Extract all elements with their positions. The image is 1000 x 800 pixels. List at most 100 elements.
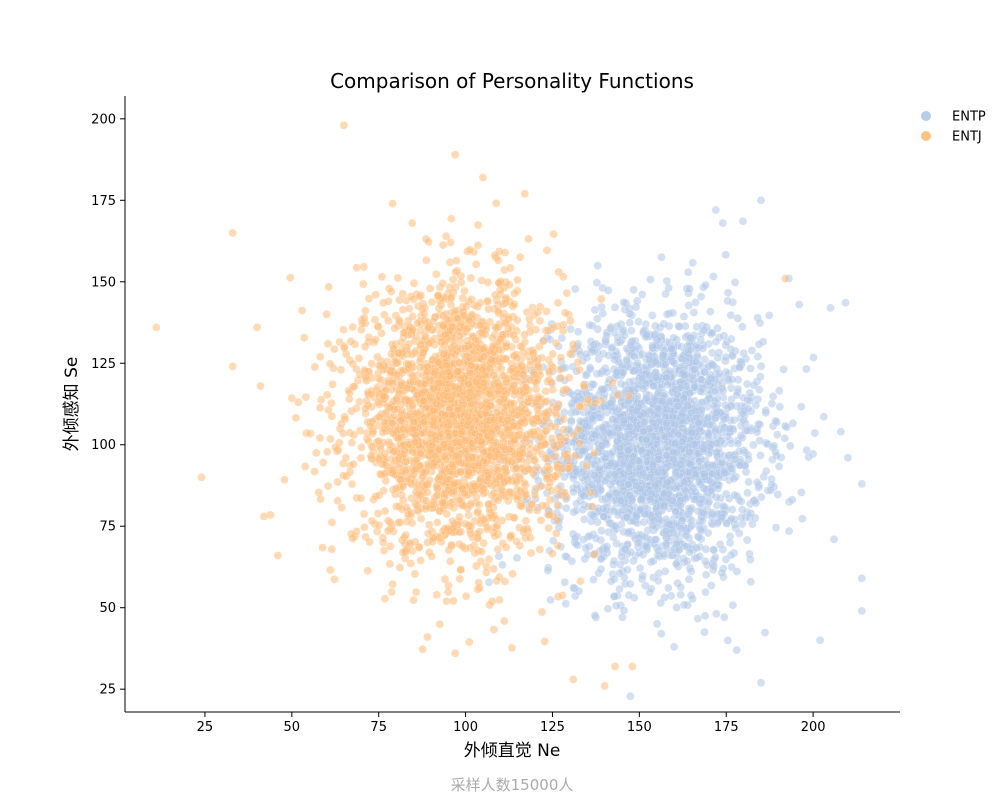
scatter-point (642, 542, 652, 551)
scatter-point (779, 365, 788, 374)
scatter-point (611, 521, 620, 531)
scatter-point (708, 460, 717, 470)
scatter-point (512, 485, 522, 495)
scatter-point (664, 583, 673, 593)
scatter-point (541, 439, 550, 449)
scatter-point (507, 643, 517, 653)
scatter-point (659, 501, 669, 511)
scatter-point (558, 591, 567, 600)
scatter-point (432, 491, 441, 500)
scatter-point (403, 411, 412, 420)
scatter-point (606, 398, 616, 408)
scatter-point (510, 289, 519, 298)
scatter-point (416, 449, 425, 458)
scatter-point (637, 445, 647, 455)
scatter-point (537, 607, 547, 617)
scatter-point (580, 515, 589, 524)
scatter-point (535, 302, 545, 312)
scatter-point (435, 472, 444, 481)
scatter-point (738, 433, 747, 442)
scatter-point (553, 322, 562, 331)
scatter-point (746, 364, 755, 373)
scatter-point (521, 516, 531, 525)
scatter-point (754, 340, 764, 349)
scatter-point (524, 234, 533, 244)
scatter-point (700, 367, 709, 377)
scatter-point (688, 258, 697, 267)
scatter-point (597, 441, 607, 450)
scatter-point (763, 439, 772, 449)
scatter-point (638, 290, 647, 299)
scatter-point (735, 461, 744, 470)
scatter-point (576, 577, 585, 586)
scatter-point (488, 597, 497, 606)
scatter-point (374, 412, 384, 421)
scatter-point (588, 510, 598, 520)
scatter-point (446, 238, 455, 247)
scatter-point (535, 342, 544, 351)
scatter-point (602, 368, 611, 377)
scatter-point (516, 395, 526, 405)
scatter-point (422, 480, 431, 489)
scatter-point (788, 419, 798, 428)
scatter-point (685, 284, 694, 293)
scatter-point (455, 527, 464, 537)
scatter-point (731, 455, 740, 464)
scatter-point (713, 353, 722, 362)
scatter-point (597, 302, 606, 312)
scatter-point (452, 256, 461, 265)
scatter-point (720, 451, 729, 461)
scatter-point (472, 561, 481, 571)
scatter-point (586, 488, 595, 497)
scatter-point (331, 443, 340, 452)
scatter-point (327, 518, 337, 527)
scatter-point (625, 422, 634, 431)
scatter-point (684, 268, 693, 277)
scatter-point (364, 294, 374, 303)
scatter-point (503, 416, 512, 425)
scatter-point (646, 275, 655, 284)
scatter-point (496, 285, 505, 295)
scatter-point (461, 519, 470, 529)
scatter-point (416, 407, 425, 416)
scatter-point (301, 462, 310, 471)
scatter-point (509, 399, 518, 408)
scatter-point (749, 440, 758, 450)
scatter-point (574, 586, 584, 596)
scatter-point (613, 391, 622, 400)
scatter-point (472, 260, 481, 269)
scatter-point (330, 575, 339, 584)
scatter-point (654, 569, 664, 578)
scatter-point (608, 378, 617, 387)
scatter-point (829, 535, 839, 544)
scatter-point (685, 548, 694, 557)
scatter-point (484, 578, 494, 587)
scatter-point (738, 519, 747, 529)
scatter-point (489, 625, 499, 634)
scatter-point (624, 527, 633, 537)
scatter-point (612, 488, 621, 498)
scatter-point (433, 291, 443, 300)
scatter-point (735, 362, 744, 372)
chart-title: Comparison of Personality Functions (330, 69, 694, 93)
scatter-point (520, 478, 529, 488)
scatter-point (620, 381, 630, 390)
scatter-point (620, 573, 629, 582)
scatter-point (380, 507, 390, 516)
scatter-point (406, 456, 415, 465)
scatter-point (319, 458, 328, 467)
scatter-point (535, 316, 545, 325)
scatter-point (421, 496, 431, 505)
scatter-point (444, 432, 454, 441)
scatter-point (391, 484, 401, 493)
scatter-point (771, 416, 780, 426)
scatter-point (679, 312, 689, 321)
scatter-point (690, 383, 699, 392)
scatter-point (375, 491, 384, 500)
scatter-point (550, 452, 559, 461)
scatter-point (626, 579, 635, 589)
scatter-point (676, 590, 685, 599)
scatter-point (392, 395, 401, 404)
scatter-point (594, 354, 603, 364)
scatter-point (598, 423, 607, 432)
